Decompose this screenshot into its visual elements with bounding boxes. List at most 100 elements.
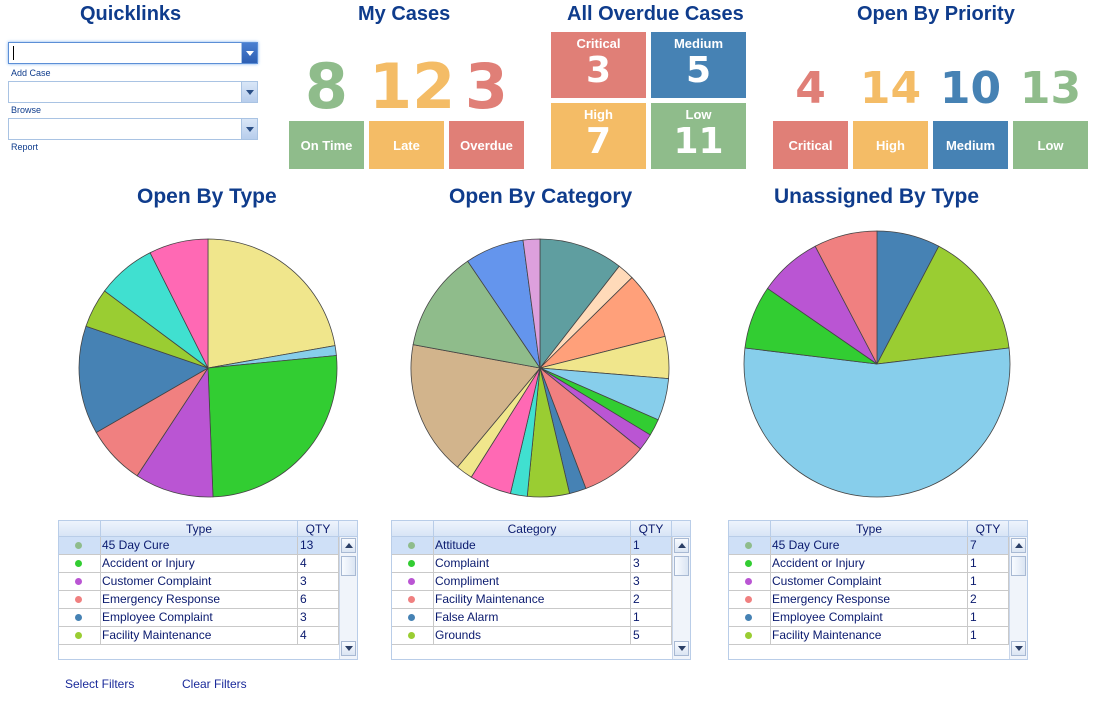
- report-label: Report: [11, 142, 39, 152]
- row-qty: 3: [631, 573, 672, 591]
- chevron-down-icon: [246, 127, 254, 132]
- unassigned-by-type-pie[interactable]: [742, 229, 1012, 499]
- late-count: 12: [369, 50, 456, 123]
- table-row[interactable]: Customer Complaint 1: [729, 573, 1009, 591]
- pie-slice-5[interactable]: [78, 325, 209, 434]
- table-row[interactable]: Compliment 3: [392, 573, 672, 591]
- row-name: 45 Day Cure: [771, 537, 968, 555]
- table-row[interactable]: 45 Day Cure 13: [59, 537, 339, 555]
- select-filters-link[interactable]: Select Filters: [65, 677, 135, 691]
- dropdown-arrow-button[interactable]: [241, 82, 257, 102]
- scroll-up-button[interactable]: [674, 538, 689, 553]
- add-case-dropdown[interactable]: [8, 42, 258, 64]
- overdue-medium-tile[interactable]: Medium 5: [651, 32, 746, 98]
- pie-slice-0[interactable]: [539, 238, 620, 370]
- scroll-up-button[interactable]: [1011, 538, 1026, 553]
- scroll-down-button[interactable]: [1011, 641, 1026, 656]
- pie-slice-16[interactable]: [522, 238, 541, 369]
- grid-header-type[interactable]: Type: [101, 521, 298, 537]
- pie-slice-13[interactable]: [410, 344, 541, 468]
- overdue-high-tile[interactable]: High 7: [551, 103, 646, 169]
- table-row[interactable]: Customer Complaint 3: [59, 573, 339, 591]
- grid-header: Type QTY: [59, 521, 357, 537]
- pie-slice-8[interactable]: [149, 238, 209, 369]
- overdue-low-count: 11: [673, 121, 724, 162]
- table-row[interactable]: Emergency Response 6: [59, 591, 339, 609]
- row-name: Employee Complaint: [771, 609, 968, 627]
- table-row[interactable]: Emergency Response 2: [729, 591, 1009, 609]
- row-indicator: [729, 609, 771, 627]
- scroll-thumb[interactable]: [674, 556, 689, 576]
- open-by-priority-title: Open By Priority: [857, 3, 1015, 25]
- scroll-down-button[interactable]: [341, 641, 356, 656]
- table-row[interactable]: Facility Maintenance 4: [59, 627, 339, 645]
- row-name: Employee Complaint: [101, 609, 298, 627]
- grid-header-type[interactable]: Type: [771, 521, 968, 537]
- overdue-tile[interactable]: Overdue: [449, 121, 524, 169]
- table-row[interactable]: Accident or Injury 4: [59, 555, 339, 573]
- grid-header-qty[interactable]: QTY: [298, 521, 339, 537]
- color-dot-icon: [75, 578, 82, 585]
- vertical-scrollbar[interactable]: [339, 537, 357, 659]
- pie-slice-2[interactable]: [207, 355, 338, 498]
- dropdown-arrow-button[interactable]: [241, 43, 257, 63]
- table-row[interactable]: Complaint 3: [392, 555, 672, 573]
- grid-header-type[interactable]: Category: [434, 521, 631, 537]
- pie-slice-2[interactable]: [743, 347, 1011, 498]
- table-row[interactable]: Accident or Injury 1: [729, 555, 1009, 573]
- open-by-category-pie[interactable]: [409, 237, 671, 499]
- color-dot-icon: [745, 596, 752, 603]
- pie-slice-1[interactable]: [876, 245, 1010, 365]
- table-row[interactable]: Attitude 1: [392, 537, 672, 555]
- priority-high-tile[interactable]: High: [853, 121, 928, 169]
- browse-dropdown[interactable]: [8, 81, 258, 103]
- row-qty: 1: [631, 609, 672, 627]
- priority-medium-tile[interactable]: Medium: [933, 121, 1008, 169]
- overdue-critical-tile[interactable]: Critical 3: [551, 32, 646, 98]
- pie-slice-0[interactable]: [207, 238, 336, 369]
- table-row[interactable]: Facility Maintenance 1: [729, 627, 1009, 645]
- my-cases-title: My Cases: [358, 3, 451, 25]
- open-by-type-pie[interactable]: [77, 237, 339, 499]
- row-name: Compliment: [434, 573, 631, 591]
- table-row[interactable]: Grounds 5: [392, 627, 672, 645]
- scroll-up-button[interactable]: [341, 538, 356, 553]
- priority-critical-tile[interactable]: Critical: [773, 121, 848, 169]
- table-row[interactable]: False Alarm 1: [392, 609, 672, 627]
- scroll-thumb[interactable]: [1011, 556, 1026, 576]
- on-time-tile[interactable]: On Time: [289, 121, 364, 169]
- vertical-scrollbar[interactable]: [1009, 537, 1027, 659]
- table-row[interactable]: 45 Day Cure 7: [729, 537, 1009, 555]
- row-qty: 1: [968, 555, 1009, 573]
- scroll-thumb[interactable]: [341, 556, 356, 576]
- row-name: Accident or Injury: [771, 555, 968, 573]
- priority-high-count: 14: [859, 63, 922, 114]
- overdue-low-tile[interactable]: Low 11: [651, 103, 746, 169]
- row-name: Facility Maintenance: [434, 591, 631, 609]
- pie-slice-14[interactable]: [412, 260, 541, 369]
- row-qty: 6: [298, 591, 339, 609]
- unassigned-by-type-title: Unassigned By Type: [774, 185, 979, 208]
- grid-header-indicator: [392, 521, 434, 537]
- grid-header-qty[interactable]: QTY: [631, 521, 672, 537]
- report-dropdown[interactable]: [8, 118, 258, 140]
- clear-filters-link[interactable]: Clear Filters: [182, 677, 247, 691]
- pie-slice-5[interactable]: [814, 230, 878, 365]
- overdue-count: 3: [464, 50, 509, 123]
- add-case-label: Add Case: [11, 68, 51, 78]
- color-dot-icon: [408, 614, 415, 621]
- dropdown-arrow-button[interactable]: [241, 119, 257, 139]
- overdue-medium-label: Medium: [673, 36, 724, 51]
- late-tile[interactable]: Late: [369, 121, 444, 169]
- table-row[interactable]: Employee Complaint 1: [729, 609, 1009, 627]
- table-row[interactable]: Facility Maintenance 2: [392, 591, 672, 609]
- scroll-down-button[interactable]: [674, 641, 689, 656]
- grid-header-qty[interactable]: QTY: [968, 521, 1009, 537]
- table-row[interactable]: Employee Complaint 3: [59, 609, 339, 627]
- color-dot-icon: [408, 560, 415, 567]
- pie-slice-3[interactable]: [136, 366, 214, 498]
- open-by-category-grid: Category QTY Attitude 1 Complaint 3 Compliment…: [391, 520, 691, 660]
- open-by-category-title: Open By Category: [449, 185, 633, 208]
- vertical-scrollbar[interactable]: [672, 537, 690, 659]
- priority-low-tile[interactable]: Low: [1013, 121, 1088, 169]
